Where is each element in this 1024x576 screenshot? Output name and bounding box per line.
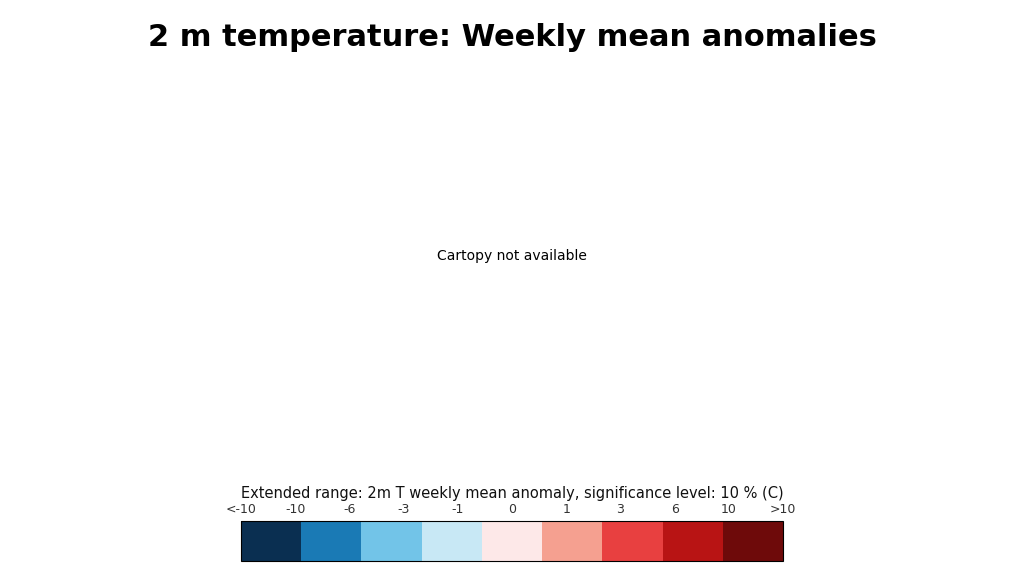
Text: -3: -3 — [397, 503, 410, 517]
Text: 6: 6 — [671, 503, 679, 517]
Text: <-10: <-10 — [225, 503, 256, 517]
Bar — [482, 521, 542, 560]
Text: Cartopy not available: Cartopy not available — [437, 249, 587, 263]
Text: 10: 10 — [721, 503, 736, 517]
Text: 1: 1 — [562, 503, 570, 517]
Text: -10: -10 — [285, 503, 305, 517]
Text: -6: -6 — [343, 503, 355, 517]
Text: -1: -1 — [452, 503, 464, 517]
Text: 0: 0 — [508, 503, 516, 517]
Bar — [301, 521, 361, 560]
Bar — [542, 521, 602, 560]
Bar — [241, 521, 301, 560]
Bar — [602, 521, 663, 560]
Text: Extended range: 2m T weekly mean anomaly, significance level: 10 % (C): Extended range: 2m T weekly mean anomaly… — [241, 486, 783, 501]
Text: 2 m temperature: Weekly mean anomalies: 2 m temperature: Weekly mean anomalies — [147, 23, 877, 52]
Bar — [422, 521, 482, 560]
Bar — [723, 521, 783, 560]
Text: 3: 3 — [616, 503, 625, 517]
Bar — [241, 521, 783, 560]
Bar — [663, 521, 723, 560]
Bar — [361, 521, 422, 560]
Text: >10: >10 — [770, 503, 796, 517]
